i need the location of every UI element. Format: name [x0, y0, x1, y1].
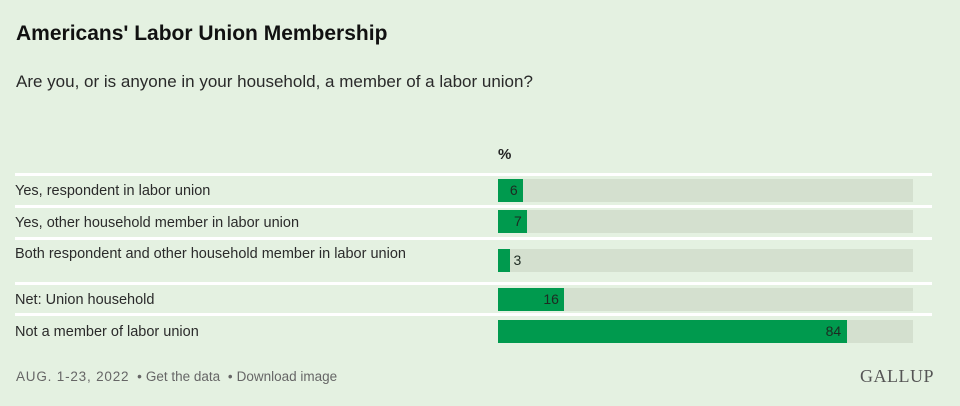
bar	[498, 320, 847, 343]
download-image-link[interactable]: Download image	[236, 369, 338, 384]
row-label: Yes, respondent in labor union	[15, 183, 211, 199]
chart-subtitle: Are you, or is anyone in your household,…	[16, 72, 533, 91]
bar-track: 3	[498, 249, 913, 272]
separator: •	[137, 369, 142, 384]
bar-track: 7	[498, 210, 913, 233]
bar-value-label: 7	[514, 213, 522, 229]
bar-track: 16	[498, 288, 913, 311]
percent-column-header: %	[498, 146, 512, 163]
row-label: Both respondent and other household memb…	[15, 246, 406, 262]
chart-row: Net: Union household 16	[15, 282, 932, 316]
bar	[498, 288, 565, 311]
row-label: Yes, other household member in labor uni…	[15, 215, 300, 231]
bar-value-label: 16	[543, 291, 559, 307]
gallup-logo: GALLUP	[860, 366, 934, 386]
bar-value-label: 84	[825, 323, 842, 339]
chart-footer: AUG. 1-23, 2022 • Get the data • Download …	[16, 369, 337, 384]
survey-date: AUG. 1-23, 2022	[16, 369, 130, 384]
bar	[498, 249, 511, 272]
bar-track: 6	[498, 179, 913, 202]
bar-value-label: 6	[509, 182, 518, 198]
bar-value-label: 3	[513, 252, 522, 268]
chart-row: Both respondent and other household memb…	[15, 237, 932, 285]
chart-title: Americans' Labor Union Membership	[16, 22, 388, 45]
get-the-data-link[interactable]: Get the data	[145, 369, 221, 384]
bar	[498, 210, 528, 233]
chart-row: Yes, other household member in labor uni…	[15, 205, 932, 240]
row-label: Not a member of labor union	[15, 324, 199, 340]
chart-row: Not a member of labor union 84	[15, 313, 932, 350]
bar	[498, 179, 523, 202]
bar-track: 84	[498, 320, 913, 343]
chart-row: Yes, respondent in labor union 6	[15, 173, 932, 208]
row-label: Net: Union household	[15, 292, 155, 308]
separator: •	[227, 369, 233, 384]
